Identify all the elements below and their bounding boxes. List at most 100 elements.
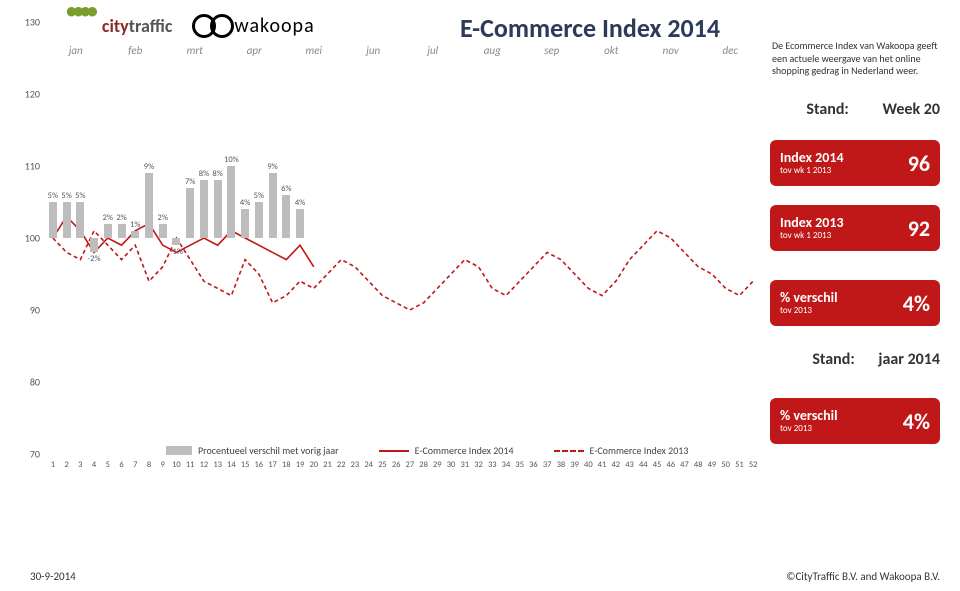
- month-label: okt: [604, 44, 618, 57]
- legend-bar-label: Procentueel verschil met vorig jaar: [198, 444, 339, 457]
- x-tick: 32: [474, 460, 483, 470]
- month-label: dec: [723, 44, 739, 57]
- kpi4-value: 4%: [903, 408, 930, 435]
- kpi3-value: 4%: [903, 290, 930, 317]
- legend-line2014-label: E-Commerce Index 2014: [415, 444, 514, 457]
- x-tick: 37: [543, 460, 552, 470]
- x-tick: 35: [515, 460, 524, 470]
- stand-year-label: Stand:: [812, 350, 854, 369]
- kpi-percent-diff: % verschiltov 2013 4%: [770, 280, 940, 326]
- y-tick: 130: [16, 16, 40, 29]
- chart-area: Procentueel verschil met vorig jaar E-Co…: [46, 22, 760, 454]
- kpi2-value: 92: [908, 215, 930, 242]
- kpi3-title: % verschil: [780, 289, 838, 306]
- x-tick: 34: [502, 460, 511, 470]
- month-label: mrt: [187, 44, 203, 57]
- y-tick: 70: [16, 448, 40, 461]
- x-tick: 24: [364, 460, 373, 470]
- kpi3-sub: tov 2013: [780, 306, 838, 315]
- chart-line: [53, 231, 753, 310]
- x-tick: 45: [653, 460, 662, 470]
- y-tick: 120: [16, 88, 40, 101]
- bar-label: 4%: [240, 198, 250, 208]
- bar-label: -2%: [88, 254, 101, 264]
- bar-label: 2%: [103, 213, 113, 223]
- x-tick: 44: [639, 460, 648, 470]
- kpi1-sub: tov wk 1 2013: [780, 166, 844, 175]
- bar: [63, 202, 71, 238]
- x-tick: 15: [241, 460, 250, 470]
- kpi4-title: % verschil: [780, 407, 838, 424]
- x-tick: 10: [172, 460, 181, 470]
- bar: [269, 173, 277, 238]
- bar-label: 9%: [267, 162, 277, 172]
- bar: [214, 180, 222, 238]
- bar-label: 9%: [144, 162, 154, 172]
- x-tick: 47: [680, 460, 689, 470]
- month-label: feb: [128, 44, 142, 57]
- citytraffic-dots-icon: ••••: [66, 0, 94, 24]
- x-tick: 7: [133, 460, 137, 470]
- x-tick: 43: [625, 460, 634, 470]
- description-text: De Ecommerce Index van Wakoopa geeft een…: [772, 40, 940, 78]
- x-tick: 50: [721, 460, 730, 470]
- kpi1-value: 96: [908, 150, 930, 177]
- kpi1-title: Index 2014: [780, 149, 844, 166]
- month-label: jun: [366, 44, 380, 57]
- bar: [90, 238, 98, 252]
- bar-label: -1%: [170, 247, 183, 257]
- month-label: aug: [484, 44, 501, 57]
- legend-line2014-swatch: [379, 450, 409, 452]
- x-tick: 41: [598, 460, 607, 470]
- bar: [186, 188, 194, 238]
- x-tick: 31: [460, 460, 469, 470]
- x-tick: 28: [419, 460, 428, 470]
- bar: [76, 202, 84, 238]
- x-tick: 22: [337, 460, 346, 470]
- x-tick: 40: [584, 460, 593, 470]
- month-label: nov: [663, 44, 679, 57]
- bar: [227, 166, 235, 238]
- bar-label: 4%: [295, 198, 305, 208]
- bar: [118, 224, 126, 238]
- x-tick: 36: [529, 460, 538, 470]
- x-tick: 26: [392, 460, 401, 470]
- bar: [172, 238, 180, 245]
- x-tick: 27: [406, 460, 415, 470]
- x-tick: 2: [64, 460, 68, 470]
- bar-label: 8%: [212, 169, 222, 179]
- x-tick: 6: [119, 460, 123, 470]
- bar: [241, 209, 249, 238]
- stand-week-value: Week 20: [882, 100, 940, 119]
- kpi-index-2013: Index 2013tov wk 1 2013 92: [770, 205, 940, 251]
- x-tick: 52: [749, 460, 758, 470]
- x-tick: 9: [161, 460, 165, 470]
- stand-year-value: jaar 2014: [878, 350, 940, 369]
- legend-bar: Procentueel verschil met vorig jaar: [166, 444, 339, 457]
- legend-line2013-label: E-Commerce Index 2013: [590, 444, 689, 457]
- month-label: jan: [69, 44, 83, 57]
- month-label: mei: [306, 44, 322, 57]
- bar: [255, 202, 263, 238]
- x-tick: 13: [213, 460, 222, 470]
- bar: [159, 224, 167, 238]
- footer-copyright: ©CityTraffic B.V. and Wakoopa B.V.: [786, 570, 940, 583]
- x-tick: 25: [378, 460, 387, 470]
- y-tick: 110: [16, 160, 40, 173]
- legend-line-2014: E-Commerce Index 2014: [379, 444, 514, 457]
- x-tick: 30: [447, 460, 456, 470]
- x-tick: 23: [351, 460, 360, 470]
- x-tick: 19: [296, 460, 305, 470]
- x-tick: 18: [282, 460, 291, 470]
- chart-lines-svg: [46, 22, 760, 454]
- x-tick: 42: [612, 460, 621, 470]
- y-tick: 100: [16, 232, 40, 245]
- x-tick: 1: [51, 460, 55, 470]
- x-tick: 49: [708, 460, 717, 470]
- x-tick: 14: [227, 460, 236, 470]
- x-tick: 5: [106, 460, 110, 470]
- legend-bar-swatch: [166, 446, 192, 455]
- bar: [200, 180, 208, 238]
- legend-line-2013: E-Commerce Index 2013: [554, 444, 689, 457]
- x-tick: 21: [323, 460, 332, 470]
